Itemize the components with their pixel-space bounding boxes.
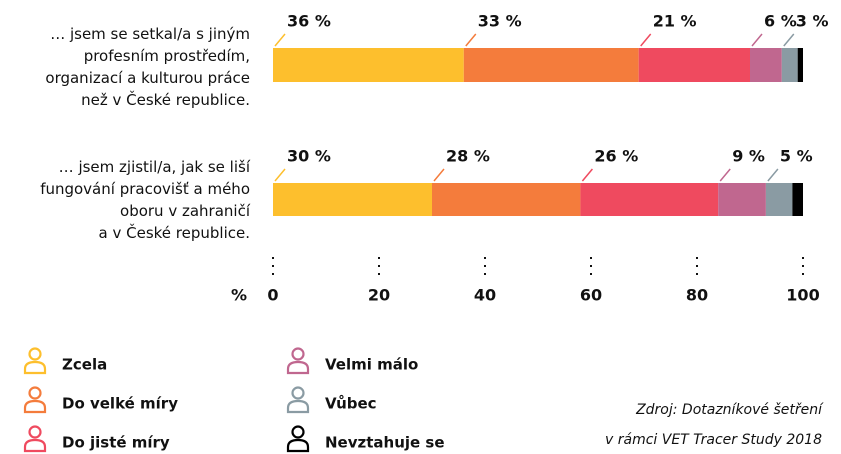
bar-segment bbox=[273, 48, 464, 82]
label-leader bbox=[465, 33, 477, 47]
icon-head bbox=[28, 425, 42, 439]
label-leader bbox=[274, 168, 286, 182]
icon-body bbox=[23, 399, 47, 414]
value-label: 36 % bbox=[287, 12, 331, 31]
label-leader bbox=[719, 168, 731, 182]
legend-icon bbox=[286, 347, 310, 375]
bar-segment bbox=[718, 183, 766, 216]
bar-segment bbox=[797, 48, 803, 82]
bar-segment bbox=[792, 183, 803, 216]
legend-icon bbox=[23, 386, 47, 414]
bar-segment bbox=[638, 48, 750, 82]
icon-body bbox=[23, 438, 47, 453]
legend-icon bbox=[286, 386, 310, 414]
source: Zdroj: Dotazníkové šetření bbox=[635, 402, 824, 418]
legend-label: Do velké míry bbox=[62, 395, 178, 413]
legend-label: Zcela bbox=[62, 356, 107, 374]
bar-segment bbox=[765, 183, 793, 216]
legend-label: Velmi málo bbox=[325, 356, 418, 374]
bar-segment bbox=[273, 183, 432, 216]
source: v rámci VET Tracer Study 2018 bbox=[605, 432, 822, 448]
legend-icon bbox=[23, 425, 47, 453]
x-tick-label: 20 bbox=[368, 286, 390, 305]
label-leader bbox=[581, 168, 593, 182]
legend-label: Do jisté míry bbox=[62, 434, 170, 452]
label-leader bbox=[751, 33, 763, 47]
x-tick-label: 80 bbox=[686, 286, 708, 305]
x-tick-label: 0 bbox=[267, 286, 278, 305]
label-leader bbox=[433, 168, 445, 182]
bar-segment bbox=[463, 48, 639, 82]
legend-label: Vůbec bbox=[325, 395, 377, 413]
label-leader bbox=[640, 33, 652, 47]
x-axis-label: % bbox=[231, 286, 247, 305]
label-leader bbox=[767, 168, 779, 182]
x-tick-label: 100 bbox=[786, 286, 819, 305]
value-label: 21 % bbox=[653, 12, 697, 31]
legend-icon bbox=[23, 347, 47, 375]
value-label: 30 % bbox=[287, 147, 331, 166]
value-label: 28 % bbox=[446, 147, 490, 166]
category-label: … jsem zjistil/a, jak se liší fungování p… bbox=[40, 158, 251, 242]
legend-label: Nevztahuje se bbox=[325, 434, 445, 452]
icon-body bbox=[23, 360, 47, 375]
value-label: 6 % bbox=[764, 12, 797, 31]
value-label: 5 % bbox=[780, 147, 813, 166]
icon-body bbox=[286, 438, 310, 453]
x-tick-label: 60 bbox=[580, 286, 602, 305]
icon-head bbox=[291, 425, 305, 439]
value-label: 3 % bbox=[796, 12, 829, 31]
bar-segment bbox=[580, 183, 719, 216]
label-leader bbox=[783, 33, 795, 47]
icon-head bbox=[28, 347, 42, 361]
icon-body bbox=[286, 399, 310, 414]
category-label: … jsem se setkal/a s jiným profesním pros… bbox=[45, 25, 250, 109]
icon-head bbox=[291, 347, 305, 361]
label-leader bbox=[274, 33, 286, 47]
bar-segment bbox=[432, 183, 581, 216]
bar-segment bbox=[781, 48, 798, 82]
legend-icon bbox=[286, 425, 310, 453]
bar-segment bbox=[750, 48, 782, 82]
icon-body bbox=[286, 360, 310, 375]
icon-head bbox=[291, 386, 305, 400]
x-tick-label: 40 bbox=[474, 286, 496, 305]
value-label: 33 % bbox=[478, 12, 522, 31]
icon-head bbox=[28, 386, 42, 400]
value-label: 26 % bbox=[594, 147, 638, 166]
value-label: 9 % bbox=[732, 147, 765, 166]
